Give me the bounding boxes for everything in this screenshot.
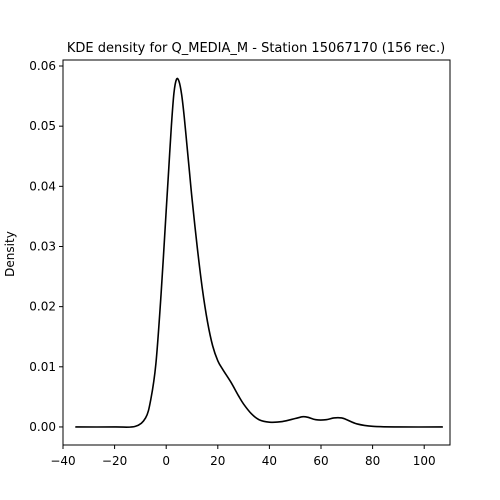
y-tick-label: 0.00: [29, 420, 56, 434]
series-layer: [75, 77, 444, 428]
x-tick-label: −20: [102, 454, 127, 468]
x-tick-label: 20: [210, 454, 225, 468]
x-tick-label: 40: [262, 454, 277, 468]
y-tick-label: 0.04: [29, 179, 56, 193]
x-tick-label: 60: [313, 454, 328, 468]
x-axis: −40 −20 0 20 40 60 80 100: [50, 445, 436, 468]
y-tick-label: 0.06: [29, 59, 56, 73]
x-tick-label: 100: [413, 454, 436, 468]
plot-frame: [62, 59, 451, 446]
y-tick-label: 0.01: [29, 360, 56, 374]
y-tick-label: 0.02: [29, 300, 56, 314]
y-axis: 0.00 0.01 0.02 0.03 0.04 0.05 0.06: [29, 59, 63, 434]
density-curve: [75, 77, 444, 428]
x-tick-label: 0: [162, 454, 170, 468]
y-tick-label: 0.05: [29, 119, 56, 133]
chart-title: KDE density for Q_MEDIA_M - Station 1506…: [67, 41, 445, 56]
y-axis-label: Density: [3, 231, 17, 277]
y-tick-label: 0.03: [29, 239, 56, 253]
x-tick-label: −40: [50, 454, 75, 468]
x-tick-label: 80: [365, 454, 380, 468]
